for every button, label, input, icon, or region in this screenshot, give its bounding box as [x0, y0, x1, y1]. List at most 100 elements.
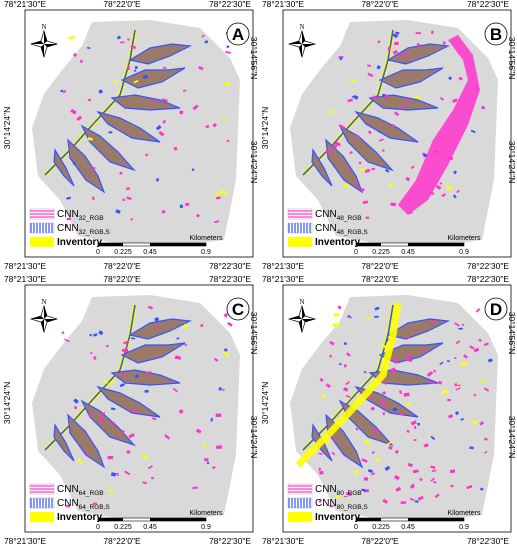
landslide-7 [311, 148, 333, 187]
legend-swatch-pink [29, 483, 55, 495]
landslide-3 [110, 94, 181, 111]
prediction-patch [215, 196, 221, 200]
bottom-coord-mid: 78°22'0"E [361, 536, 399, 546]
prediction-patch [382, 412, 385, 416]
prediction-patch [398, 412, 404, 416]
prediction-patch [156, 178, 160, 182]
prediction-patch [416, 42, 421, 47]
left-coord: 30°14'24"N [2, 107, 12, 150]
prediction-patch [353, 470, 359, 474]
scale-tick-2: 0.45 [401, 524, 415, 531]
prediction-patch [454, 411, 460, 416]
prediction-patch [382, 149, 385, 152]
prediction-patch [403, 392, 410, 397]
prediction-patch [68, 35, 76, 41]
prediction-patch [372, 95, 378, 100]
prediction-patch [174, 356, 178, 359]
prediction-patch [179, 204, 184, 209]
prediction-patch [406, 335, 410, 339]
prediction-patch [394, 41, 399, 46]
prediction-patch [473, 347, 480, 353]
prediction-patch [439, 182, 443, 185]
prediction-patch [384, 94, 389, 98]
prediction-patch [120, 41, 125, 44]
right-coord-bottom: 30°14'24"N [249, 416, 259, 459]
prediction-patch [343, 342, 348, 346]
panel-letter: A [232, 25, 244, 44]
prediction-patch [371, 472, 375, 476]
prediction-patch [210, 417, 214, 422]
scale-tick-0: 0 [354, 249, 358, 256]
landslide-1 [128, 318, 193, 340]
prediction-patch [110, 421, 116, 426]
prediction-patch [155, 325, 159, 329]
scattered-predictions [61, 305, 233, 508]
prediction-patch [161, 98, 168, 103]
top-coord-left: 78°21'30"E [4, 274, 46, 284]
north-arrow-icon: N [29, 298, 59, 334]
scale-unit: Kilometers [189, 235, 223, 242]
prediction-patch [319, 377, 324, 383]
scale-bar: 0 0.225 0.45 0.9 Kilometers [354, 235, 481, 256]
prediction-patch [448, 414, 454, 419]
prediction-patch [182, 323, 189, 329]
prediction-patch [484, 450, 488, 454]
prediction-patch [405, 353, 412, 358]
prediction-patch [447, 398, 451, 402]
legend-swatch-inventory [30, 512, 54, 522]
legend-swatch-inventory [288, 237, 312, 247]
prediction-patch [103, 379, 109, 384]
landslide-7 [53, 148, 75, 187]
panel-letter-badge [484, 22, 508, 46]
north-arrow-icon: N [287, 23, 317, 59]
prediction-patch [430, 477, 435, 482]
north-label: N [299, 298, 304, 306]
prediction-patch [384, 168, 390, 173]
prediction-patch [76, 458, 84, 464]
prediction-patch [419, 477, 423, 482]
prediction-patch [202, 444, 207, 447]
prediction-patch [158, 130, 165, 137]
prediction-patch [339, 124, 346, 129]
prediction-patch [438, 380, 443, 385]
prediction-patch [222, 388, 225, 392]
north-label: N [41, 298, 46, 306]
prediction-patch [192, 486, 198, 490]
prediction-patch [412, 484, 415, 488]
top-coord-mid: 78°22'0"E [361, 274, 399, 284]
right-coord-bottom: 30°14'24"N [249, 141, 259, 184]
prediction-patch [179, 110, 184, 115]
prediction-patch [121, 348, 126, 352]
prediction-patch [359, 168, 366, 171]
prediction-patch [365, 216, 370, 219]
prediction-patch [469, 446, 474, 450]
prediction-patch [92, 196, 95, 201]
prediction-patch [319, 470, 324, 475]
landslide-1 [128, 43, 193, 65]
prediction-patch [60, 89, 64, 93]
landslide-5 [80, 399, 136, 447]
prediction-patch [206, 461, 210, 465]
north-label: N [41, 23, 46, 31]
map-panel-c: C N 78°21'30"E 78°22'0"E 78°22'30"E 30°14'56"… [2, 274, 259, 546]
prediction-patch [113, 79, 118, 84]
prediction-patch [147, 465, 153, 470]
prediction-patch [90, 351, 93, 355]
prediction-patch [404, 99, 410, 105]
landslide-4 [96, 385, 161, 418]
prediction-patch [475, 308, 481, 313]
prediction-patch [381, 403, 387, 407]
prediction-patch [161, 209, 166, 214]
prediction-patch [191, 168, 195, 171]
prediction-patch [132, 409, 139, 414]
prediction-patch [484, 437, 488, 441]
prediction-patch [126, 187, 130, 191]
right-coord-top: 30°14'56"N [507, 37, 517, 80]
prediction-patch [452, 98, 458, 103]
prediction-patch [339, 363, 342, 366]
landslide-2 [120, 67, 186, 89]
north-arrow-icon: N [29, 23, 59, 59]
prediction-patch [321, 394, 326, 398]
prediction-patch [133, 69, 137, 72]
